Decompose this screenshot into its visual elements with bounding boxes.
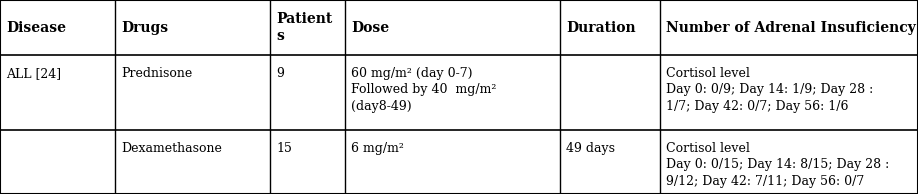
Text: Patient
s: Patient s <box>276 12 332 43</box>
Text: Cortisol level
Day 0: 0/9; Day 14: 1/9; Day 28 :
1/7; Day 42: 0/7; Day 56: 1/6: Cortisol level Day 0: 0/9; Day 14: 1/9; … <box>666 67 874 113</box>
Text: 6 mg/m²: 6 mg/m² <box>352 142 404 155</box>
Text: Dexamethasone: Dexamethasone <box>121 142 222 155</box>
Text: ALL [24]: ALL [24] <box>6 67 62 80</box>
Text: 15: 15 <box>276 142 292 155</box>
Text: Disease: Disease <box>6 21 66 35</box>
Text: 60 mg/m² (day 0-7)
Followed by 40  mg/m²
(day8-49): 60 mg/m² (day 0-7) Followed by 40 mg/m² … <box>352 67 497 113</box>
Text: 9: 9 <box>276 67 285 80</box>
Text: Duration: Duration <box>566 21 636 35</box>
Text: Prednisone: Prednisone <box>121 67 193 80</box>
Text: Drugs: Drugs <box>121 21 169 35</box>
Text: Dose: Dose <box>352 21 389 35</box>
Text: 49 days: 49 days <box>566 142 615 155</box>
Text: Cortisol level
Day 0: 0/15; Day 14: 8/15; Day 28 :
9/12; Day 42: 7/11; Day 56: 0: Cortisol level Day 0: 0/15; Day 14: 8/15… <box>666 142 890 188</box>
Text: Number of Adrenal Insuficiency: Number of Adrenal Insuficiency <box>666 21 916 35</box>
